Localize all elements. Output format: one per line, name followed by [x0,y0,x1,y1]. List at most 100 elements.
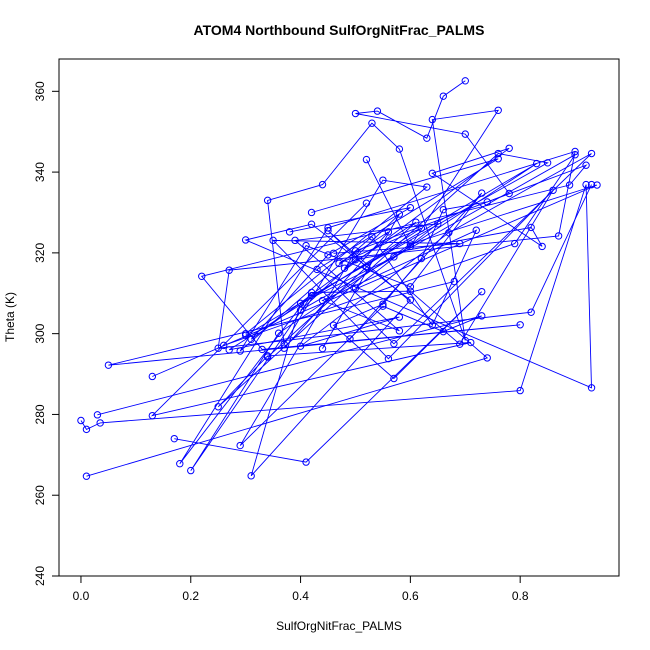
data-point [483,198,491,206]
series-layer [77,77,601,480]
data-point [263,196,272,205]
series-9 [263,186,557,363]
data-point [543,159,552,167]
data-point [549,186,557,194]
data-point [593,181,601,189]
data-point [368,119,376,127]
y-axis-label: Theta (K) [3,292,17,342]
data-point [187,466,195,475]
data-point [527,223,535,232]
data-point [236,441,244,450]
series-line [228,153,592,351]
y-tick-label: 280 [33,404,47,424]
data-point [516,321,524,329]
y-tick-label: 260 [33,485,47,505]
series-line [267,189,554,360]
y-tick-label: 360 [33,81,47,101]
data-point [472,226,480,234]
data-point [148,411,157,420]
data-point [417,224,426,232]
data-point [478,287,486,296]
data-point [565,181,574,189]
series-line [174,80,510,463]
data-point [236,347,244,355]
y-tick-label: 300 [33,323,47,343]
data-point [351,284,360,292]
data-point [318,296,327,305]
data-point [285,228,294,236]
data-point [587,149,596,158]
data-point [280,344,288,352]
data-point [456,340,464,348]
data-point [423,134,431,142]
data-point [571,151,579,159]
data-point [96,419,104,427]
data-point [505,144,513,152]
data-point [340,264,349,272]
data-point [274,329,283,337]
y-axis: 240 260 280 300 320 340 360 [33,81,60,586]
data-point [362,199,371,207]
data-point [302,458,310,466]
series-line [239,192,483,352]
data-point [456,239,464,248]
data-point [296,342,305,350]
chart-title: ATOM4 Northbound SulfOrgNitFrac_PALMS [194,22,485,38]
data-point [406,203,415,212]
series-line [97,164,588,446]
series-1 [77,159,596,480]
data-point [313,265,321,274]
data-point [302,241,310,250]
data-point [527,308,535,316]
data-point [241,236,250,244]
x-axis-label: SulfOrgNitFrac_PALMS [276,619,402,633]
data-point [324,226,332,235]
data-point [510,239,519,248]
data-point [582,180,590,189]
data-point [307,208,316,217]
series-line [245,109,500,346]
series-line [86,150,592,477]
data-point [148,372,157,381]
data-point [318,180,327,189]
data-point [428,321,437,329]
data-point [554,232,563,240]
x-tick-label: 0.4 [292,589,309,603]
data-point [587,384,596,392]
data-point [384,354,393,363]
data-point [494,106,502,114]
data-point [335,259,343,268]
data-point [428,115,437,124]
data-point [395,145,404,153]
data-point [362,263,371,271]
data-point [346,335,354,343]
data-point [494,155,502,163]
data-point [395,210,404,218]
x-tick-label: 0.2 [182,589,199,603]
data-point [82,425,91,434]
data-point [439,205,448,214]
data-point [198,272,206,281]
data-point [220,341,228,350]
data-point [412,218,420,226]
data-point [296,306,305,314]
data-point [384,228,393,236]
data-point [77,416,85,425]
data-point [324,251,332,259]
data-point [582,161,590,169]
series-5 [170,77,513,466]
data-point [406,296,415,304]
series-3 [93,161,590,450]
data-point [478,189,486,197]
series-line [150,153,598,471]
data-point [247,472,255,480]
data-point [291,236,299,245]
series-10 [236,189,486,355]
data-point [434,220,442,228]
data-point [263,353,272,361]
data-point [368,233,376,241]
data-point [516,386,524,395]
data-point [82,472,91,480]
data-point [390,374,398,383]
